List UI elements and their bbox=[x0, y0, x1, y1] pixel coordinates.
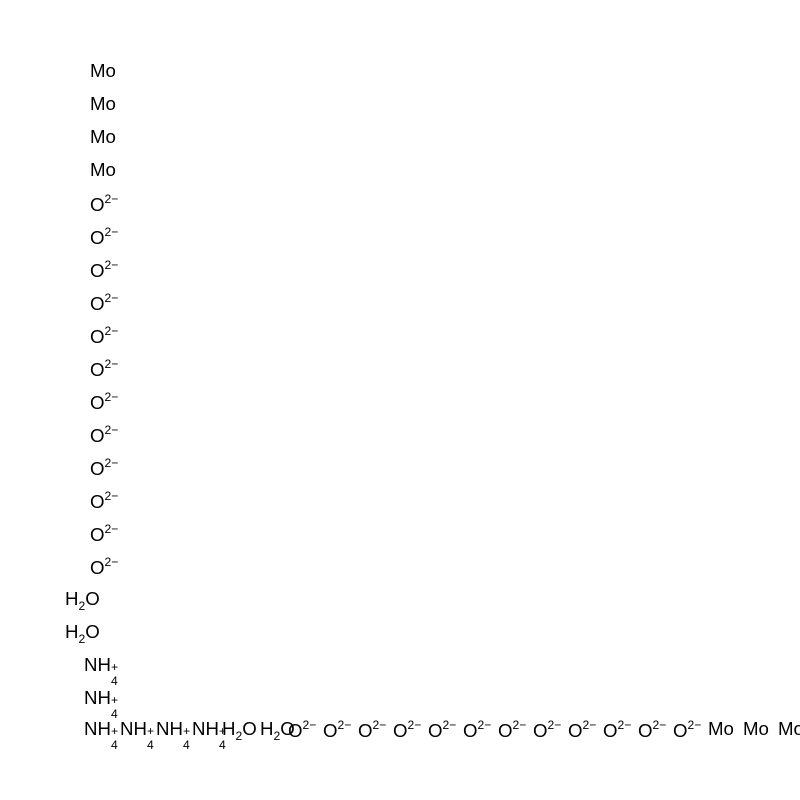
species-mo: Mo bbox=[743, 720, 769, 739]
species-nh4plus: NH+4 bbox=[84, 720, 124, 739]
species-o2minus: O2− bbox=[358, 720, 386, 741]
species-o2minus: O2− bbox=[323, 720, 351, 741]
species-o2minus: O2− bbox=[603, 720, 631, 741]
species-o2minus: O2− bbox=[90, 458, 118, 479]
species-o2minus: O2− bbox=[90, 260, 118, 281]
species-o2minus: O2− bbox=[393, 720, 421, 741]
species-o2minus: O2− bbox=[90, 524, 118, 545]
species-mo: Mo bbox=[90, 128, 116, 147]
species-o2minus: O2− bbox=[90, 557, 118, 578]
species-o2minus: O2− bbox=[288, 720, 316, 741]
species-o2minus: O2− bbox=[90, 359, 118, 380]
species-mo: Mo bbox=[90, 62, 116, 81]
species-o2minus: O2− bbox=[90, 326, 118, 347]
species-mo: Mo bbox=[90, 161, 116, 180]
species-mo: Mo bbox=[778, 720, 800, 739]
species-nh4plus: NH+4 bbox=[120, 720, 160, 739]
species-o2minus: O2− bbox=[90, 227, 118, 248]
chemical-formula-diagram: Mo Mo Mo Mo O2− O2− O2− O2− O2− O2− O2− O2− O2− O2− O2… bbox=[0, 0, 800, 800]
species-o2minus: O2− bbox=[568, 720, 596, 741]
species-o2minus: O2− bbox=[533, 720, 561, 741]
species-nh4plus: NH+4 bbox=[156, 720, 196, 739]
species-nh4plus: NH+4 bbox=[84, 689, 124, 708]
species-o2minus: O2− bbox=[638, 720, 666, 741]
species-o2minus: O2− bbox=[90, 392, 118, 413]
species-o2minus: O2− bbox=[90, 194, 118, 215]
species-mo: Mo bbox=[90, 95, 116, 114]
species-o2minus: O2− bbox=[90, 293, 118, 314]
species-h2o: H2O bbox=[65, 590, 100, 612]
species-h2o: H2O bbox=[222, 720, 257, 742]
species-nh4plus: NH+4 bbox=[84, 656, 124, 675]
species-o2minus: O2− bbox=[463, 720, 491, 741]
species-mo: Mo bbox=[708, 720, 734, 739]
species-h2o: H2O bbox=[65, 623, 100, 645]
species-o2minus: O2− bbox=[498, 720, 526, 741]
species-o2minus: O2− bbox=[673, 720, 701, 741]
species-o2minus: O2− bbox=[90, 425, 118, 446]
species-o2minus: O2− bbox=[428, 720, 456, 741]
species-o2minus: O2− bbox=[90, 491, 118, 512]
